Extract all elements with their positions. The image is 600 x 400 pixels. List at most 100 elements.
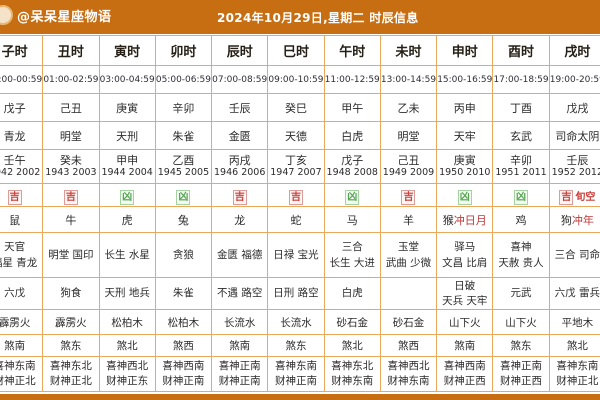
luck-cell: 凶 (436, 183, 494, 207)
caishen-direction: 财神正西 (443, 375, 486, 387)
inauspicious-gods-cell: 朱雀 (154, 277, 213, 310)
caishen-direction: 财神东南 (331, 375, 374, 387)
caishen-direction: 财神正北 (49, 375, 92, 387)
zodiac-cell: 蛇 (267, 206, 325, 233)
inauspicious-line: 天兵 天牢 (442, 294, 488, 307)
duty-deity-cell: 朱雀 (154, 121, 213, 150)
hour-header-cell: 戌时 (548, 35, 600, 66)
auspicious-line: 武曲 少微 (385, 257, 432, 269)
luck-cell: 吉 (267, 183, 325, 207)
year-ganzhi: 己丑 (397, 153, 420, 167)
year-numbers: 1942 2002 (0, 167, 41, 179)
hour-ganzhi-cell: 戊戌 (548, 93, 600, 122)
zodiac-cell: 猴冲日月 (436, 206, 494, 233)
hour-ganzhi-row: 戊子 己丑 庚寅 辛卯 壬辰 癸巳 甲午 乙未 丙申 丁酉 戊戌 (0, 93, 600, 122)
hour-header-cell: 酉时 (492, 35, 550, 66)
hour-header-cell: 丑时 (42, 35, 100, 66)
zodiac-cell: 羊 (379, 206, 438, 233)
sha-direction-row: 煞南 煞东 煞北 煞西 煞南 煞东 煞北 煞西 煞南 煞东 煞北 (0, 334, 600, 357)
birth-year-cell: 庚寅 1950 2010 (436, 149, 494, 184)
hour-ganzhi-cell: 丙申 (436, 93, 494, 122)
nayin-element-cell: 山下火 (492, 309, 550, 335)
auspicious-gods-cell: 喜神 天赦 贵人 (492, 232, 550, 278)
zodiac-name: 鼠 (9, 213, 21, 227)
time-range-cell: 07:00-08:59 (211, 65, 269, 94)
zodiac-name: 狗 (560, 213, 572, 227)
auspicious-line: 三合 司命 (554, 248, 600, 261)
caishen-direction: 财神正北 (0, 375, 36, 387)
duty-deity-cell: 司命太阴 (548, 121, 600, 150)
luck-badge: 凶 (176, 190, 191, 205)
hour-header-cell: 午时 (323, 35, 381, 66)
nayin-element-cell: 长流水 (211, 309, 269, 335)
god-directions-row: 喜神东南财神正北喜神东北财神正北喜神西北财神正东喜神西南财神正南喜神正南财神正南… (0, 356, 600, 392)
hour-header-cell: 子时 (0, 35, 44, 66)
time-range-cell: 15:00-16:59 (436, 65, 494, 94)
caishen-direction: 财神正南 (218, 375, 261, 387)
zodiac-name: 兔 (177, 213, 189, 227)
hour-info-table: 子时丑时寅时卯时辰时巳时午时未时申时酉时戌时23:00-00:5901:00-0… (0, 35, 600, 392)
duty-deity-row: 青龙 明堂 天刑 朱雀 金匮 天德 白虎 明堂 天牢 玄武 司命太阴 (0, 121, 600, 150)
time-range-cell: 19:00-20:59 (548, 65, 600, 94)
luck-cell: 凶 (492, 183, 550, 207)
luck-cell: 吉旬空 (548, 183, 600, 207)
birth-year-cell: 甲申 1944 2004 (98, 149, 156, 184)
year-numbers: 1948 2008 (326, 167, 378, 179)
duty-deity-cell: 玄武 (492, 121, 550, 150)
nayin-element-cell: 长流水 (267, 309, 325, 335)
luck-badge: 吉 (7, 190, 22, 205)
zodiac-row: 鼠 牛 虎 兔 龙 蛇 马 羊 猴冲日月 鸡 狗冲年 (0, 206, 600, 233)
nayin-element-cell: 霹雳火 (42, 309, 100, 335)
hour-ganzhi-cell: 己丑 (42, 93, 100, 122)
nayin-element-cell: 松柏木 (154, 309, 213, 335)
caishen-direction: 财神正北 (556, 375, 599, 387)
luck-cell: 吉 (211, 183, 269, 207)
zodiac-name: 牛 (65, 213, 77, 227)
duty-deity-cell: 金匮 (211, 121, 269, 150)
duty-deity-cell: 天牢 (436, 121, 494, 150)
hour-header-cell: 未时 (379, 35, 438, 66)
time-range-cell: 23:00-00:59 (0, 65, 44, 94)
sha-direction-cell: 煞东 (42, 334, 100, 357)
auspicious-gods-cell: 金匮 福德 (211, 232, 269, 278)
birth-year-cell: 辛卯 1951 2011 (492, 149, 550, 184)
hour-ganzhi-cell: 癸巳 (267, 93, 325, 122)
sha-direction-cell: 煞南 (211, 334, 269, 357)
auspicious-line: 福星 青龙 (0, 257, 38, 269)
sha-direction-cell: 煞东 (267, 334, 325, 357)
inauspicious-gods-cell: 白虎 (323, 277, 381, 310)
avatar-logo-icon (0, 5, 13, 25)
inauspicious-line: 日刑 路空 (273, 287, 319, 300)
time-range-cell: 11:00-12:59 (323, 65, 381, 94)
luck-cell: 吉 (42, 183, 100, 207)
nayin-element-cell: 砂石金 (379, 309, 438, 335)
hour-header-cell: 寅时 (98, 35, 156, 66)
hour-header-cell: 辰时 (211, 35, 269, 66)
auspicious-gods-cell: 长生 水星 (98, 232, 156, 278)
sha-direction-cell: 煞东 (492, 334, 550, 357)
auspicious-gods-cell: 玉堂 武曲 少微 (379, 232, 438, 278)
caishen-direction: 财神正南 (162, 375, 205, 387)
zodiac-cell: 兔 (154, 206, 213, 233)
header-bar: @呆呆星座物语 2024年10月29日,星期二 时辰信息 (0, 0, 600, 34)
auspicious-line: 日禄 宝光 (273, 248, 319, 261)
auspicious-line: 天赦 贵人 (498, 257, 544, 269)
nayin-element-cell: 砂石金 (323, 309, 381, 335)
zodiac-cell: 虎 (98, 206, 156, 233)
birth-year-cell: 丁亥 1947 2007 (267, 149, 325, 184)
birth-year-cell: 壬午1942 2002 (0, 149, 44, 184)
year-ganzhi: 丁亥 (284, 153, 307, 167)
time-range-cell: 17:00-18:59 (492, 65, 550, 94)
account-name: @呆呆星座物语 (17, 9, 112, 25)
xishen-direction: 喜神东南 (556, 360, 599, 373)
luck-cell: 吉 (379, 183, 438, 207)
year-numbers: 1946 2006 (214, 167, 266, 179)
inauspicious-gods-cell (379, 277, 438, 310)
inauspicious-line: 天刑 地兵 (104, 287, 150, 300)
zodiac-cell: 牛 (42, 206, 100, 233)
zodiac-cell: 鼠 (0, 206, 44, 233)
xishen-direction: 喜神东北 (49, 360, 92, 373)
inauspicious-line: 白虎 (341, 287, 363, 300)
